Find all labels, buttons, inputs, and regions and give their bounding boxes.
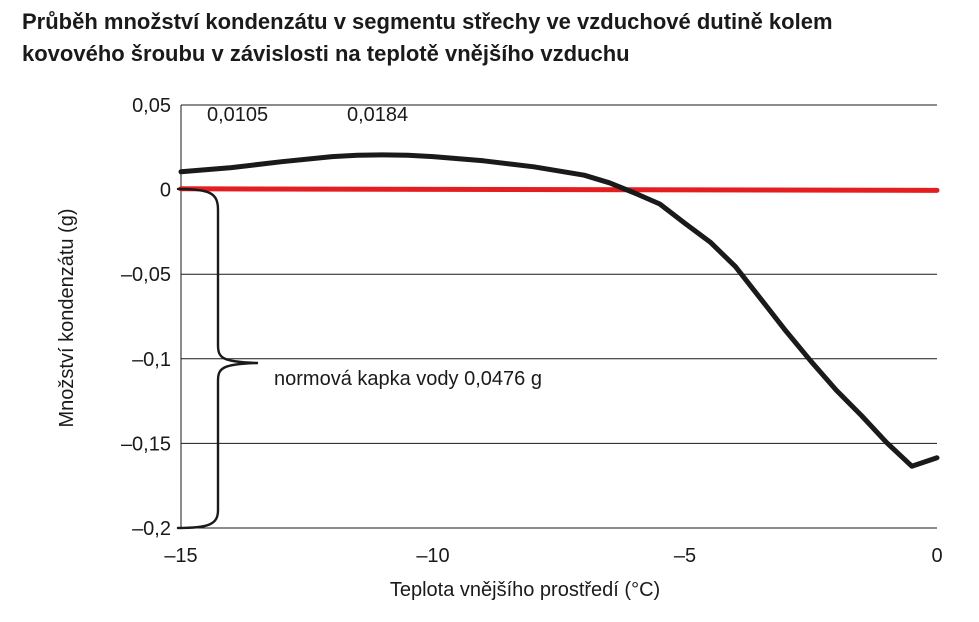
x-axis-label: Teplota vnějšího prostředí (°C) [390, 579, 660, 601]
chart-title: Průběh množství kondenzátu v segmentu st… [22, 6, 962, 70]
x-tick-label: 0 [931, 545, 942, 567]
zero-line [178, 186, 940, 193]
x-tick-label: –15 [164, 545, 197, 567]
y-tick-label: –0,15 [121, 433, 171, 455]
y-tick-label: 0 [160, 180, 171, 202]
series-group [178, 152, 940, 469]
water-drop-annotation: normová kapka vody 0,0476 g [274, 368, 542, 390]
y-axis-label: Množství kondenzátu (g) [56, 209, 78, 428]
chart-title-line-1: Průběh množství kondenzátu v segmentu st… [22, 9, 833, 34]
grid-lines [181, 104, 937, 529]
chart-title-line-2: kovového šroubu v závislosti na teplotě … [22, 41, 630, 66]
data-label-0-0184: 0,0184 [347, 104, 408, 126]
x-tick-labels: –15 –10 –5 0 [164, 545, 942, 567]
condensate-curve [178, 152, 940, 469]
data-label-0-0105: 0,0105 [207, 104, 268, 126]
y-tick-label: –0,2 [132, 518, 171, 540]
y-tick-label: 0,05 [132, 95, 171, 117]
brace-marker [176, 187, 259, 530]
y-tick-labels: 0,05 0 –0,05 –0,1 –0,15 –0,2 [121, 95, 171, 540]
y-tick-label: –0,1 [132, 349, 171, 371]
x-tick-label: –10 [416, 545, 449, 567]
y-tick-label: –0,05 [121, 264, 171, 286]
x-tick-label: –5 [674, 545, 696, 567]
